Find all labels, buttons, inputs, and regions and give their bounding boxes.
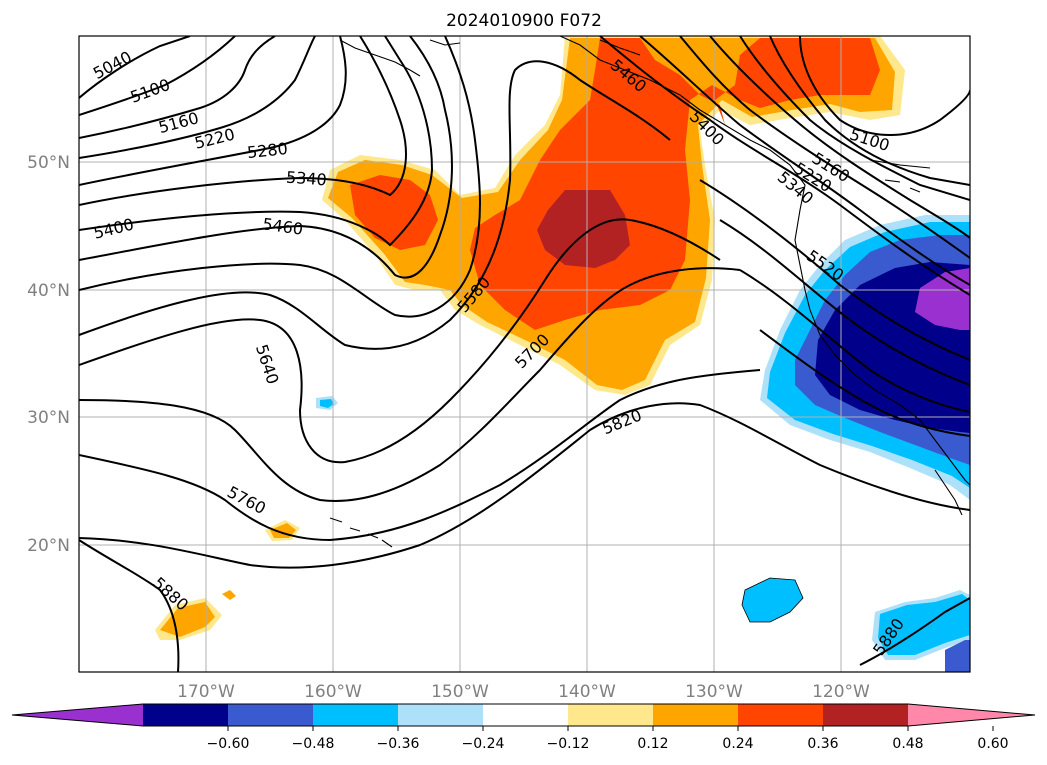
colorbar-segment bbox=[313, 704, 398, 726]
lon-label-150w: 150°W bbox=[431, 682, 489, 702]
colorbar-segment bbox=[143, 704, 228, 726]
contour-5280 bbox=[79, 36, 347, 186]
colorbar-outline bbox=[11, 703, 1036, 727]
height-contours bbox=[79, 36, 970, 672]
contour-5880-west bbox=[79, 539, 180, 672]
colorbar-tick-label: 0.12 bbox=[637, 736, 668, 752]
colorbar-tick-label: −0.12 bbox=[547, 736, 590, 752]
contour-5400-east bbox=[639, 36, 970, 286]
contour-5100 bbox=[79, 36, 236, 116]
lat-label-50n: 50°N bbox=[27, 153, 70, 173]
lon-label-160w: 160°W bbox=[304, 682, 362, 702]
anomaly-positive-darkred bbox=[537, 190, 630, 268]
contour-label-5280: 5280 bbox=[246, 139, 288, 162]
colorbar-segment bbox=[823, 704, 908, 726]
map-title: 2024010900 F072 bbox=[446, 11, 602, 31]
colorbar-tick-label: 0.48 bbox=[892, 736, 923, 752]
lon-label-130w: 130°W bbox=[685, 682, 743, 702]
contour-5160 bbox=[79, 36, 276, 139]
contour-5700 bbox=[79, 267, 741, 502]
lat-label-40n: 40°N bbox=[27, 281, 70, 301]
map-frame bbox=[78, 35, 971, 673]
colorbar-segment bbox=[568, 704, 653, 726]
shaded-anomalies bbox=[155, 36, 970, 672]
anomaly-positive-small-2b bbox=[160, 602, 215, 637]
contour-5460-west bbox=[79, 36, 453, 279]
anomaly-negative-small-2 bbox=[741, 577, 804, 623]
contour-5340-east bbox=[679, 36, 970, 259]
contour-5820 bbox=[79, 402, 970, 569]
contour-5280-east bbox=[709, 36, 970, 239]
colorbar-tick-label: 0.60 bbox=[977, 736, 1008, 752]
colorbar-tick-label: 0.24 bbox=[722, 736, 753, 752]
colorbar-tick-label: −0.48 bbox=[292, 736, 335, 752]
contour-5520-east bbox=[699, 179, 970, 361]
graticule bbox=[79, 36, 970, 672]
contour-5580 bbox=[79, 60, 671, 350]
colorbar-segment bbox=[738, 704, 823, 726]
anomaly-negative-small-4 bbox=[945, 640, 970, 672]
contour-5880-east bbox=[859, 597, 970, 666]
contour-5700-east bbox=[759, 329, 970, 437]
lon-label-140w: 140°W bbox=[558, 682, 616, 702]
contour-5760 bbox=[79, 369, 761, 542]
anomaly-negative-small-1b bbox=[320, 399, 334, 408]
contour-5220 bbox=[79, 36, 316, 159]
colorbar-tick-label: −0.24 bbox=[462, 736, 505, 752]
colorbar-extend-min bbox=[12, 704, 143, 726]
colorbar-segment bbox=[228, 704, 313, 726]
colorbar-tick-label: −0.36 bbox=[377, 736, 420, 752]
contour-5580-east bbox=[719, 219, 970, 386]
contour-5100-east bbox=[799, 36, 970, 136]
colorbar-extend-max bbox=[908, 704, 1035, 726]
coastline-canada-interior bbox=[869, 159, 931, 193]
contour-5340 bbox=[79, 36, 407, 206]
anomaly-positive-small-3 bbox=[222, 590, 236, 600]
contour-5640-east bbox=[739, 269, 970, 413]
colorbar-tick-label: −0.60 bbox=[207, 736, 250, 752]
lon-label-120w: 120°W bbox=[812, 682, 870, 702]
contour-5160-east bbox=[769, 36, 970, 186]
contour-5520-west bbox=[79, 36, 481, 318]
colorbar-tick-label: 0.36 bbox=[807, 736, 838, 752]
contour-5640 bbox=[79, 218, 721, 464]
contour-5460-east bbox=[599, 36, 970, 296]
lat-label-20n: 20°N bbox=[27, 536, 70, 556]
lon-label-170w: 170°W bbox=[177, 682, 235, 702]
anomaly-negative-small-3b bbox=[878, 594, 970, 655]
coastline-hawaii bbox=[329, 517, 393, 548]
colorbar-segment bbox=[398, 704, 483, 726]
contour-5400 bbox=[79, 36, 434, 247]
colorbar-segment bbox=[653, 704, 738, 726]
contour-5040 bbox=[79, 36, 191, 99]
colorbar: −0.60 −0.48 −0.36 −0.24 −0.12 0.12 0.24 0.36 0.4… bbox=[11, 703, 1036, 752]
colorbar-segment bbox=[483, 704, 568, 726]
contour-label-5340: 5340 bbox=[285, 168, 327, 190]
lat-label-30n: 30°N bbox=[27, 408, 70, 428]
anomaly-negative-purple bbox=[915, 268, 970, 330]
contour-5220-east bbox=[739, 36, 970, 201]
